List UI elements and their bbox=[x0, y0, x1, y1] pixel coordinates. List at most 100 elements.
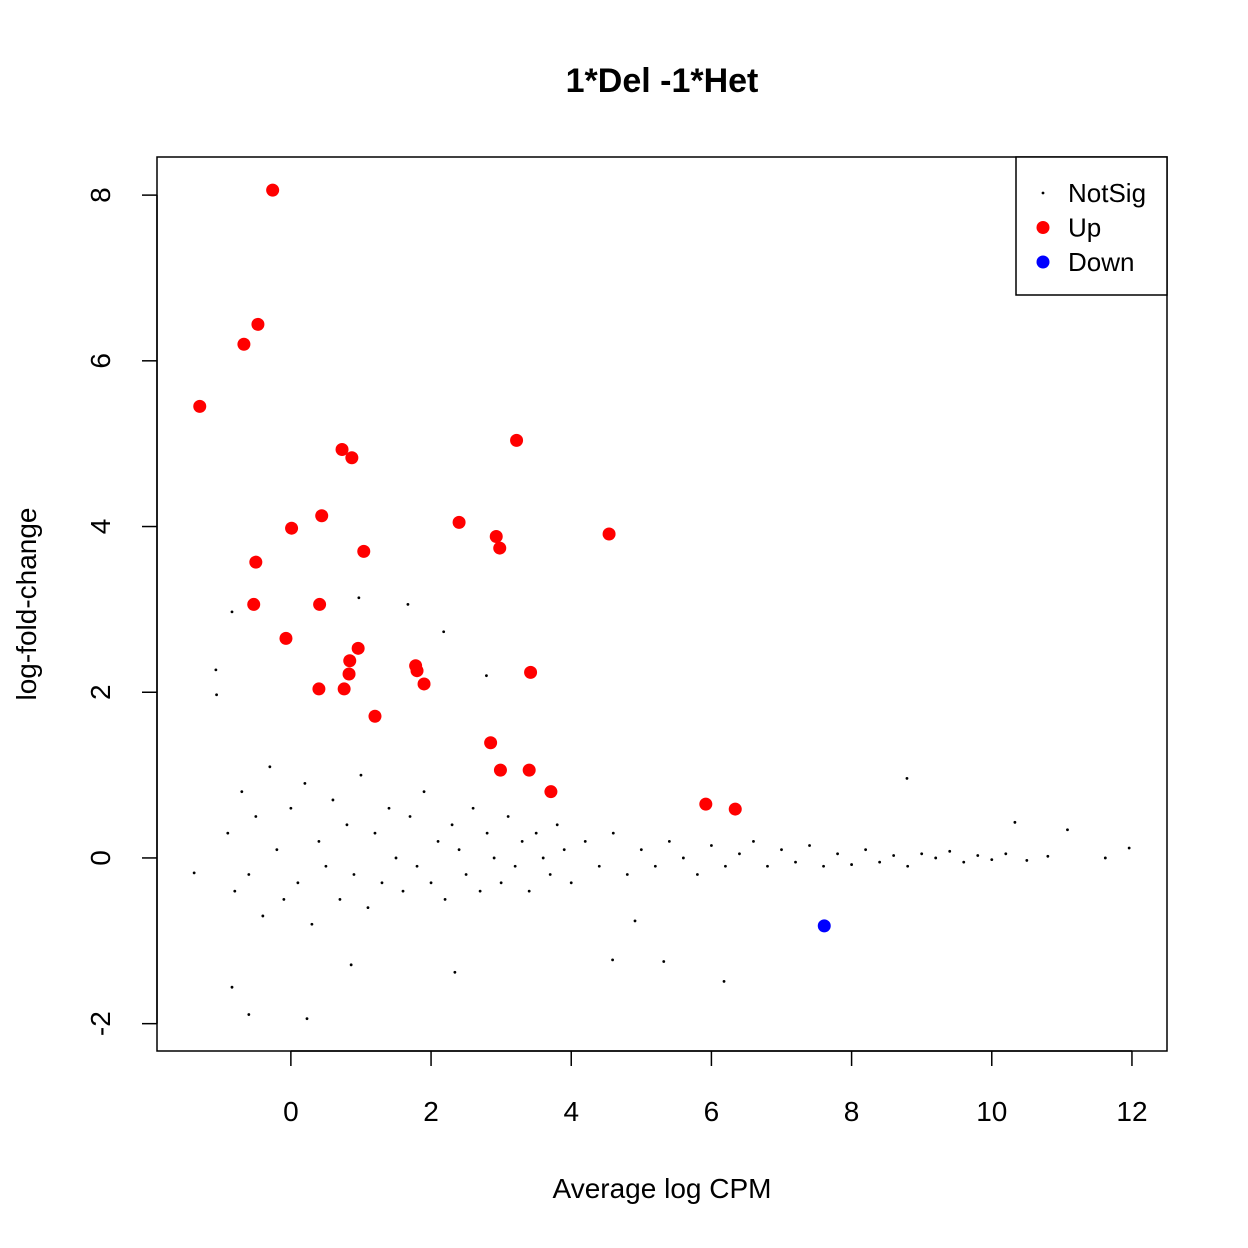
chart-title: 1*Del -1*Het bbox=[566, 62, 759, 100]
point bbox=[317, 839, 321, 843]
point bbox=[524, 665, 538, 679]
point bbox=[1013, 820, 1017, 824]
point bbox=[226, 831, 230, 835]
point bbox=[296, 881, 300, 885]
point bbox=[230, 610, 234, 614]
y-tick-label: 4 bbox=[85, 519, 116, 535]
point bbox=[948, 849, 952, 853]
point bbox=[436, 839, 440, 843]
point bbox=[345, 451, 359, 465]
x-tick-label: 8 bbox=[844, 1096, 860, 1127]
point bbox=[738, 852, 741, 856]
x-tick-label: 6 bbox=[704, 1096, 720, 1127]
legend-label: Up bbox=[1068, 213, 1101, 243]
point bbox=[275, 848, 279, 852]
point bbox=[303, 781, 307, 785]
point bbox=[289, 806, 293, 810]
point bbox=[282, 897, 286, 901]
point bbox=[602, 527, 616, 541]
point bbox=[359, 773, 363, 777]
point bbox=[534, 831, 538, 835]
point bbox=[324, 864, 328, 868]
y-tick-label: 6 bbox=[85, 353, 116, 369]
point bbox=[237, 337, 251, 351]
x-tick-label: 4 bbox=[563, 1096, 579, 1127]
legend-marker bbox=[1036, 255, 1050, 269]
point bbox=[1127, 846, 1131, 850]
point bbox=[493, 541, 507, 555]
point bbox=[962, 860, 966, 864]
legend-label: Down bbox=[1068, 247, 1134, 277]
point bbox=[453, 970, 457, 974]
point bbox=[548, 873, 552, 876]
point bbox=[1004, 852, 1008, 856]
point bbox=[366, 906, 370, 910]
point bbox=[268, 765, 272, 769]
point bbox=[493, 763, 507, 777]
point bbox=[429, 881, 433, 885]
point bbox=[780, 848, 783, 852]
point bbox=[1046, 854, 1050, 858]
point bbox=[349, 963, 353, 967]
point bbox=[345, 823, 349, 827]
point bbox=[906, 864, 910, 868]
point bbox=[920, 852, 924, 856]
point bbox=[192, 871, 196, 875]
point bbox=[625, 873, 629, 876]
point bbox=[1103, 856, 1107, 860]
point bbox=[485, 674, 488, 678]
point bbox=[976, 854, 980, 857]
point bbox=[214, 668, 218, 672]
point bbox=[249, 555, 263, 569]
point bbox=[233, 889, 237, 893]
point bbox=[808, 844, 811, 847]
point bbox=[285, 521, 299, 535]
point bbox=[247, 597, 261, 611]
point bbox=[343, 654, 357, 668]
point bbox=[387, 806, 391, 810]
point bbox=[313, 597, 327, 611]
point bbox=[541, 856, 545, 860]
point bbox=[653, 864, 657, 868]
y-tick-label: -2 bbox=[85, 1011, 116, 1036]
point bbox=[522, 763, 536, 777]
point bbox=[905, 777, 909, 780]
point bbox=[215, 693, 218, 697]
x-tick-label: 12 bbox=[1116, 1096, 1147, 1127]
point bbox=[464, 873, 468, 876]
point bbox=[699, 797, 713, 811]
point bbox=[695, 873, 699, 876]
point bbox=[878, 860, 882, 864]
point bbox=[597, 864, 601, 868]
point bbox=[452, 515, 466, 529]
point bbox=[510, 433, 524, 447]
x-tick-label: 0 bbox=[283, 1096, 299, 1127]
point bbox=[794, 860, 797, 864]
point bbox=[724, 864, 727, 868]
point bbox=[667, 839, 671, 843]
legend-marker bbox=[1041, 191, 1045, 195]
point bbox=[850, 863, 853, 866]
point bbox=[1025, 859, 1029, 862]
point bbox=[335, 442, 349, 456]
point bbox=[357, 544, 371, 558]
point bbox=[752, 839, 755, 843]
point bbox=[710, 844, 713, 847]
point bbox=[864, 848, 868, 852]
point bbox=[406, 603, 410, 606]
point bbox=[1066, 828, 1069, 832]
point bbox=[728, 802, 742, 816]
point bbox=[817, 919, 831, 933]
point bbox=[457, 848, 461, 852]
point bbox=[499, 881, 503, 885]
legend-marker bbox=[1036, 221, 1050, 234]
point bbox=[892, 854, 896, 857]
point bbox=[443, 897, 447, 901]
point bbox=[422, 790, 426, 794]
point bbox=[401, 889, 405, 893]
point bbox=[611, 831, 615, 835]
point bbox=[254, 815, 258, 818]
point bbox=[417, 677, 431, 691]
point bbox=[247, 873, 251, 876]
